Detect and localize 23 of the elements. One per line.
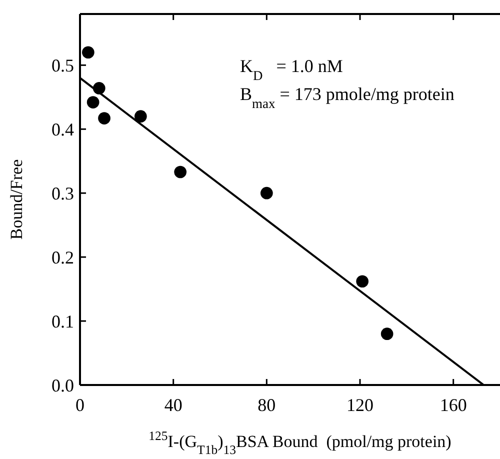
- x-tick-label: 120: [346, 395, 374, 415]
- point: [98, 112, 110, 124]
- y-tick-label: 0.1: [52, 311, 74, 332]
- point: [356, 275, 369, 288]
- x-tick-label: 40: [164, 395, 182, 415]
- point: [260, 186, 273, 200]
- x-tick-label: 80: [258, 395, 276, 415]
- annotation: B$_{max}$ = 173 pmole/mg protein: [240, 84, 454, 110]
- y-tick-label: 0.5: [52, 55, 74, 76]
- x-tick-label: 160: [440, 395, 467, 415]
- y-tick-label: 0.4: [52, 119, 74, 140]
- point: [82, 46, 94, 59]
- point: [86, 96, 100, 108]
- y-tick-label: 0.0: [52, 375, 74, 396]
- x-axis-title: $^{125}$I-(G$_{T1b}$)$_{13}$BSA Bound (pmol/mg protein): [148, 429, 452, 457]
- annotation: K$_{D}$ = 1.0 nM: [240, 56, 343, 82]
- y-tick-label: 0.2: [52, 247, 74, 268]
- y-axis-title: Bound/Free: [7, 159, 26, 240]
- y-tick-label: 0.3: [52, 183, 74, 204]
- x-tick-label: 0: [76, 395, 84, 415]
- point: [174, 166, 187, 178]
- point: [134, 110, 147, 123]
- point: [380, 328, 394, 340]
